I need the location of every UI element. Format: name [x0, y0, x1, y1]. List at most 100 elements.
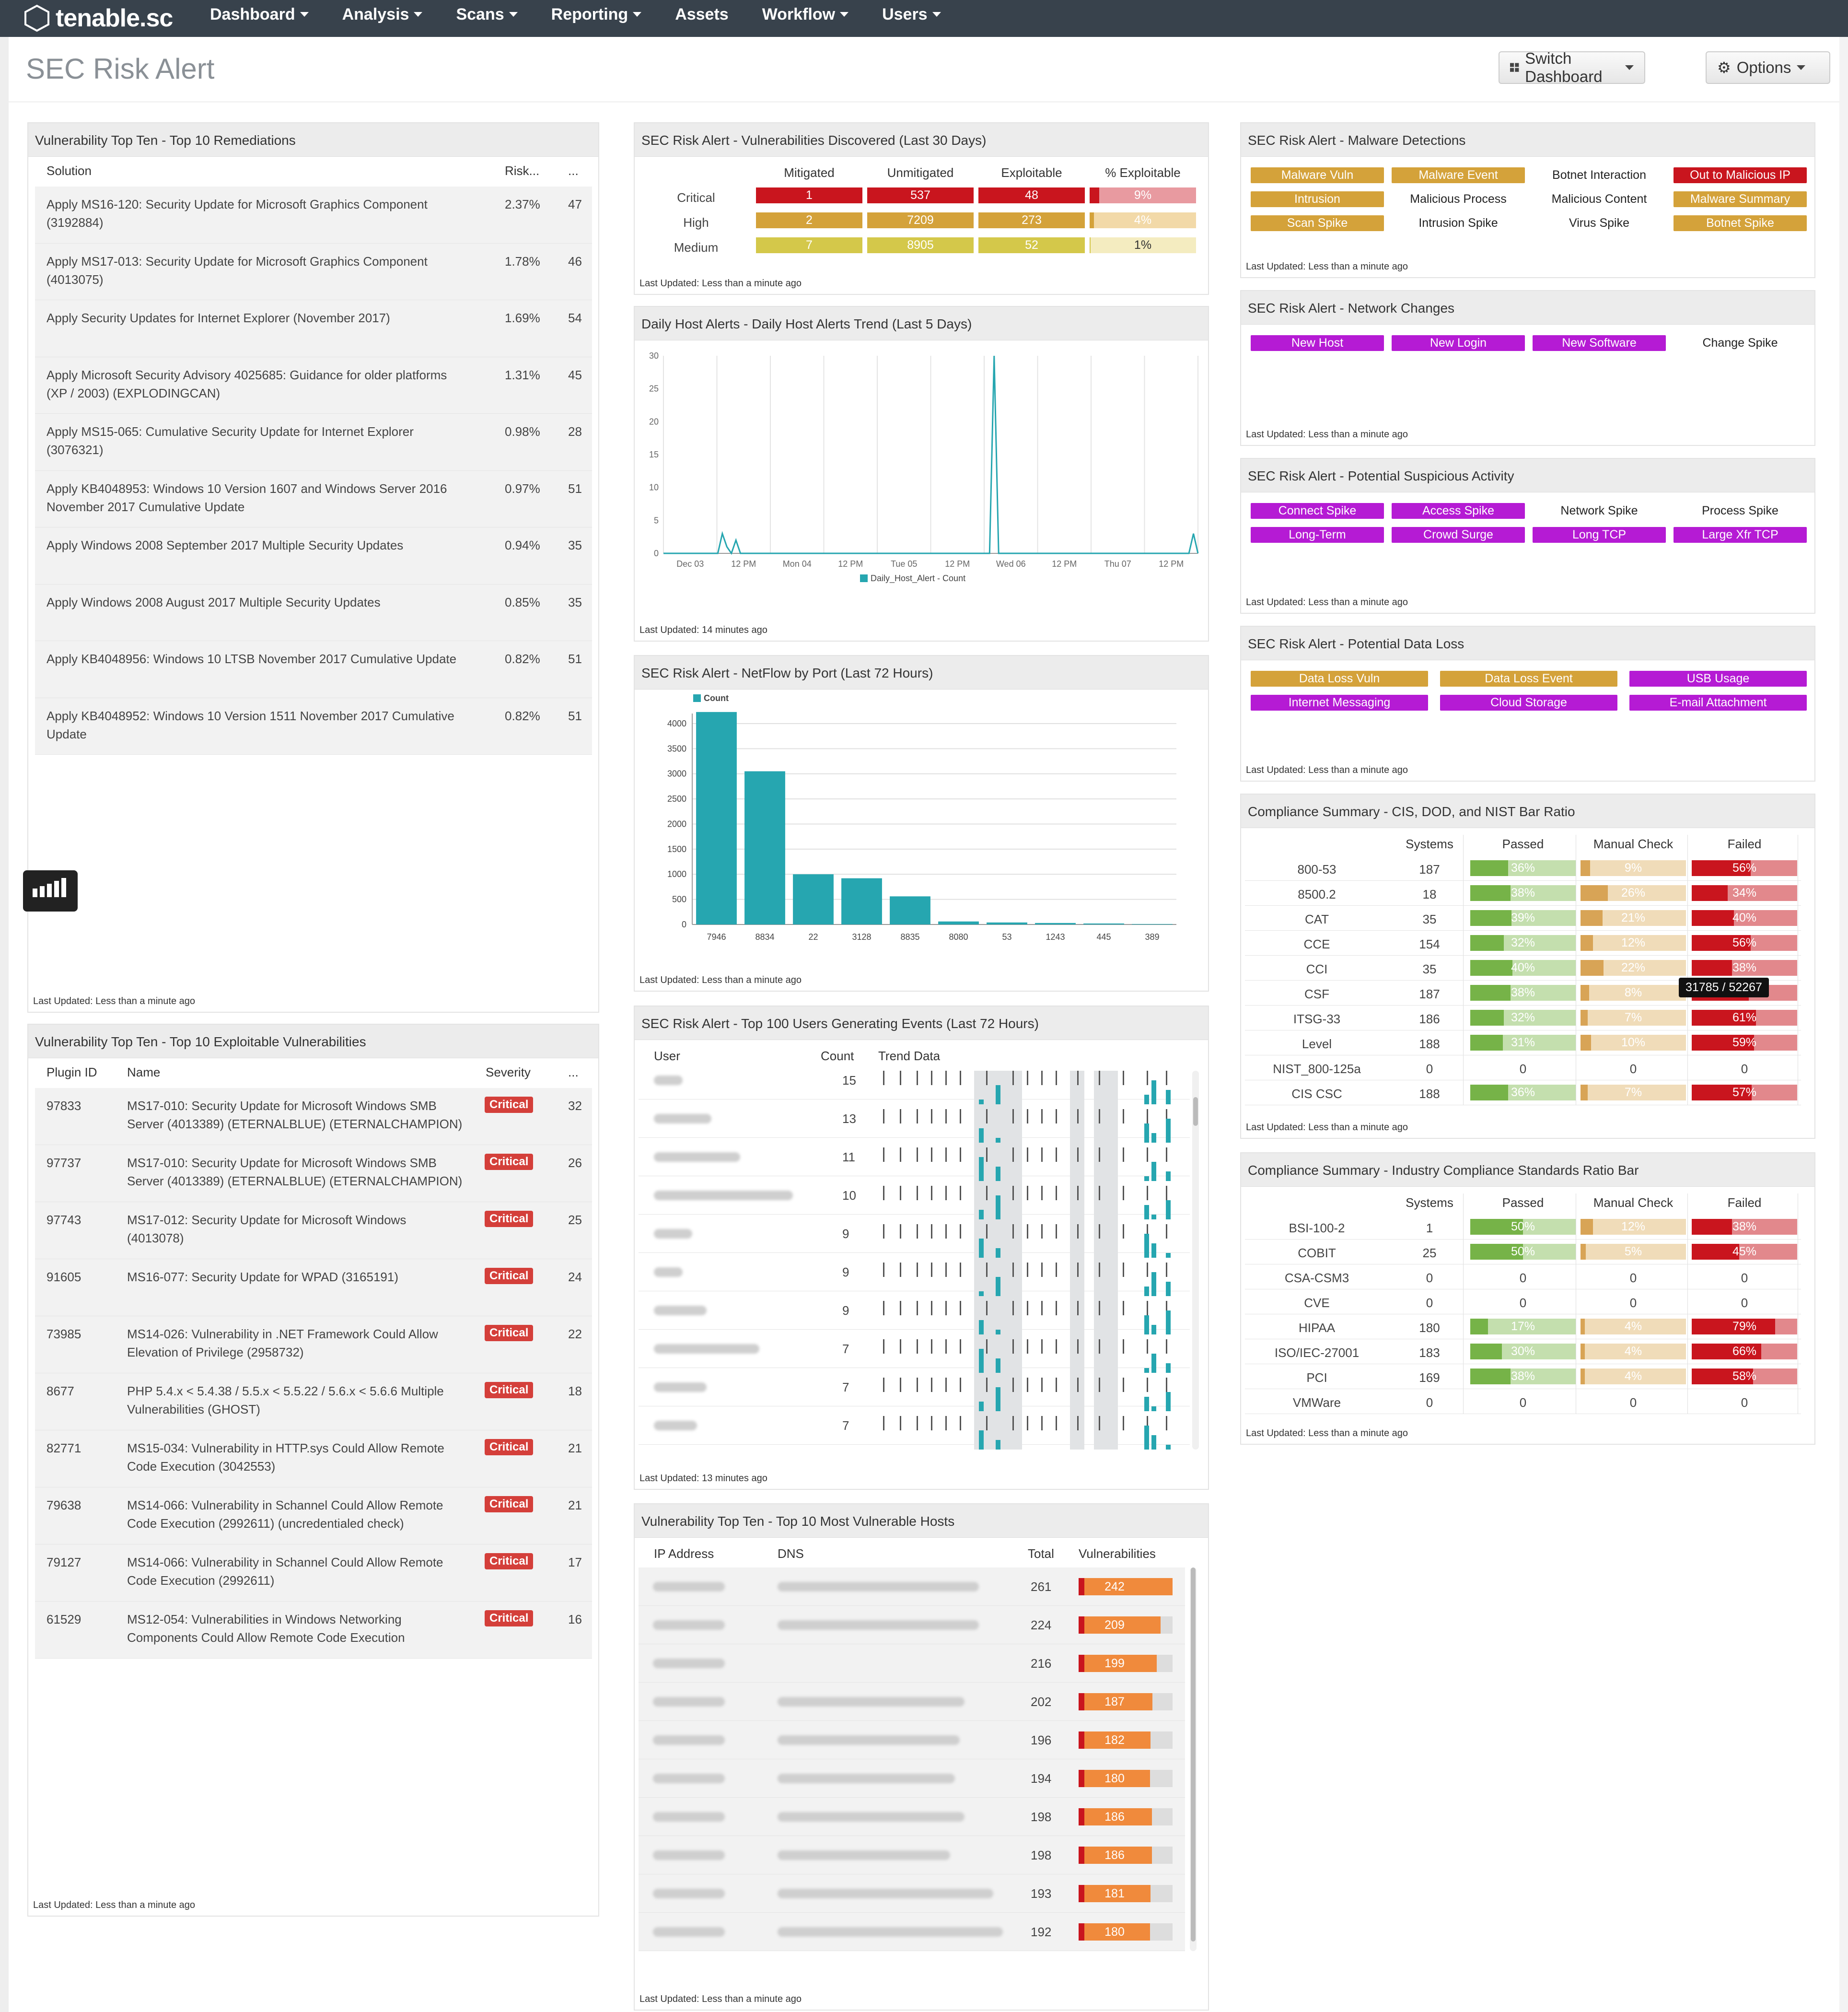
failed-ratio-bar[interactable]: 59% — [1692, 1035, 1797, 1051]
table-row[interactable]: 97833 MS17-010: Security Update for Micro… — [35, 1088, 592, 1145]
table-row[interactable]: 800-53 187 36% 9% 56% — [1245, 856, 1801, 881]
nav-item-scans[interactable]: Scans — [456, 5, 518, 24]
indicator-new-login[interactable]: New Login — [1392, 335, 1525, 351]
passed-ratio-bar[interactable]: 31% — [1470, 1035, 1576, 1051]
manual-ratio-bar[interactable]: 26% — [1581, 885, 1686, 901]
table-row[interactable]: 192 180 — [639, 1913, 1185, 1951]
indicator-malware-vuln[interactable]: Malware Vuln — [1251, 167, 1384, 183]
indicator-change-spike[interactable]: Change Spike — [1702, 336, 1778, 350]
count-cell[interactable]: 52 — [978, 237, 1085, 253]
indicator-malicious-content[interactable]: Malicious Content — [1551, 192, 1647, 206]
table-row[interactable]: 194 180 — [639, 1759, 1185, 1798]
indicator-intrusion[interactable]: Intrusion — [1251, 191, 1384, 207]
table-row[interactable]: 79638 MS14-066: Vulnerability in Schannel… — [35, 1487, 592, 1544]
failed-ratio-bar[interactable]: 56% — [1692, 935, 1797, 951]
table-row[interactable]: 13 — [639, 1100, 1190, 1138]
table-row[interactable]: 7 — [639, 1406, 1190, 1445]
table-row[interactable]: BSI-100-2 1 50% 12% 38% — [1245, 1215, 1801, 1240]
right-scrollbar[interactable] — [1839, 37, 1848, 2012]
table-row[interactable]: ITSG-33 186 32% 7% 61% — [1245, 1006, 1801, 1030]
table-row[interactable]: Apply KB4048956: Windows 10 LTSB Novembe… — [35, 641, 592, 698]
table-row[interactable]: 261 242 — [639, 1567, 1185, 1606]
table-row[interactable]: Apply Security Updates for Internet Expl… — [35, 300, 592, 357]
passed-ratio-bar[interactable]: 32% — [1470, 1010, 1576, 1026]
table-row[interactable]: 198 186 — [639, 1836, 1185, 1874]
indicator-botnet-spike[interactable]: Botnet Spike — [1674, 215, 1807, 231]
indicator-connect-spike[interactable]: Connect Spike — [1251, 503, 1384, 519]
table-row[interactable]: 9 — [639, 1291, 1190, 1330]
percent-exploitable-cell[interactable]: 1% — [1090, 237, 1196, 253]
failed-ratio-bar[interactable]: 38% — [1692, 960, 1797, 976]
table-row[interactable]: PCI 169 38% 4% 58% — [1245, 1364, 1801, 1389]
table-row[interactable]: 82771 MS15-034: Vulnerability in HTTP.sys… — [35, 1430, 592, 1487]
passed-ratio-bar[interactable]: 17% — [1470, 1319, 1576, 1334]
table-row[interactable]: ISO/IEC-27001 183 30% 4% 66% — [1245, 1339, 1801, 1364]
indicator-intrusion-spike[interactable]: Intrusion Spike — [1418, 216, 1498, 230]
table-row[interactable]: 196 182 — [639, 1721, 1185, 1759]
indicator-data-loss-vuln[interactable]: Data Loss Vuln — [1251, 671, 1428, 687]
failed-ratio-bar[interactable]: 57% — [1692, 1085, 1797, 1100]
scrollbar-thumb[interactable] — [1193, 1097, 1198, 1126]
vuln-bar[interactable]: 186 — [1079, 1847, 1173, 1864]
passed-ratio-bar[interactable]: 50% — [1470, 1219, 1576, 1235]
vuln-bar[interactable]: 180 — [1079, 1923, 1173, 1941]
table-row[interactable]: 61529 MS12-054: Vulnerabilities in Window… — [35, 1602, 592, 1659]
count-cell[interactable]: 537 — [867, 187, 974, 203]
table-row[interactable]: Apply KB4048953: Windows 10 Version 1607… — [35, 470, 592, 527]
table-row[interactable]: Apply Windows 2008 September 2017 Multip… — [35, 527, 592, 585]
table-row[interactable]: HIPAA 180 17% 4% 79% — [1245, 1314, 1801, 1339]
percent-exploitable-cell[interactable]: 4% — [1090, 212, 1196, 228]
passed-ratio-bar[interactable]: 30% — [1470, 1344, 1576, 1359]
tenable-logo[interactable]: tenable.sc — [24, 3, 173, 34]
table-row[interactable]: 73985 MS14-026: Vulnerability in .NET Fra… — [35, 1316, 592, 1373]
table-row[interactable]: 91605 MS16-077: Security Update for WPAD … — [35, 1259, 592, 1316]
failed-ratio-bar[interactable]: 38% — [1692, 1219, 1797, 1235]
vuln-bar[interactable]: 182 — [1079, 1731, 1173, 1749]
table-row[interactable]: 97737 MS17-010: Security Update for Micro… — [35, 1145, 592, 1202]
signal-widget[interactable] — [23, 870, 78, 912]
indicator-scan-spike[interactable]: Scan Spike — [1251, 215, 1384, 231]
table-row[interactable]: 9 — [639, 1253, 1190, 1291]
count-cell[interactable]: 7209 — [867, 212, 974, 228]
passed-ratio-bar[interactable]: 36% — [1470, 1085, 1576, 1100]
vuln-bar[interactable]: 186 — [1079, 1808, 1173, 1825]
passed-ratio-bar[interactable]: 38% — [1470, 985, 1576, 1001]
table-row[interactable]: CVE 0 0 0 0 — [1245, 1289, 1801, 1314]
manual-ratio-bar[interactable]: 7% — [1581, 1085, 1686, 1100]
indicator-data-loss-event[interactable]: Data Loss Event — [1440, 671, 1617, 687]
passed-ratio-bar[interactable]: 38% — [1470, 885, 1576, 901]
table-row[interactable]: 7 — [639, 1368, 1190, 1406]
count-cell[interactable]: 8905 — [867, 237, 974, 253]
count-cell[interactable]: 1 — [756, 187, 862, 203]
table-row[interactable]: Apply Windows 2008 August 2017 Multiple … — [35, 584, 592, 641]
table-row[interactable]: 216 199 — [639, 1644, 1185, 1683]
table-row[interactable]: VMWare 0 0 0 0 — [1245, 1389, 1801, 1414]
nav-item-analysis[interactable]: Analysis — [342, 5, 423, 24]
table-row[interactable]: 224 209 — [639, 1606, 1185, 1644]
indicator-usb-usage[interactable]: USB Usage — [1629, 671, 1807, 687]
table-row[interactable]: Apply MS15-065: Cumulative Security Upda… — [35, 414, 592, 471]
table-row[interactable]: 8500.2 18 38% 26% 34% — [1245, 881, 1801, 906]
table-row[interactable]: CCI 35 40% 22% 38% — [1245, 956, 1801, 981]
table-row[interactable]: 79127 MS14-066: Vulnerability in Schannel… — [35, 1544, 592, 1602]
manual-ratio-bar[interactable]: 5% — [1581, 1244, 1686, 1260]
indicator-e-mail-attachment[interactable]: E-mail Attachment — [1629, 695, 1807, 711]
nav-item-reporting[interactable]: Reporting — [551, 5, 642, 24]
table-row[interactable]: 7 — [639, 1330, 1190, 1368]
passed-ratio-bar[interactable]: 38% — [1470, 1369, 1576, 1384]
table-row[interactable]: COBIT 25 50% 5% 45% — [1245, 1240, 1801, 1264]
indicator-malicious-process[interactable]: Malicious Process — [1410, 192, 1507, 206]
percent-exploitable-cell[interactable]: 9% — [1090, 187, 1196, 203]
manual-ratio-bar[interactable]: 7% — [1581, 1010, 1686, 1026]
indicator-cloud-storage[interactable]: Cloud Storage — [1440, 695, 1617, 711]
manual-ratio-bar[interactable]: 12% — [1581, 1219, 1686, 1235]
indicator-network-spike[interactable]: Network Spike — [1560, 504, 1638, 517]
table-row[interactable]: CIS CSC 188 36% 7% 57% — [1245, 1080, 1801, 1105]
manual-ratio-bar[interactable]: 9% — [1581, 860, 1686, 876]
table-row[interactable]: 8677 PHP 5.4.x < 5.4.38 / 5.5.x < 5.5.22 … — [35, 1373, 592, 1430]
passed-ratio-bar[interactable]: 50% — [1470, 1244, 1576, 1260]
indicator-botnet-interaction[interactable]: Botnet Interaction — [1552, 168, 1646, 182]
table-row[interactable]: 9 — [639, 1215, 1190, 1253]
table-row[interactable]: 193 181 — [639, 1874, 1185, 1913]
table-row[interactable]: Apply MS16-120: Security Update for Micr… — [35, 187, 592, 244]
